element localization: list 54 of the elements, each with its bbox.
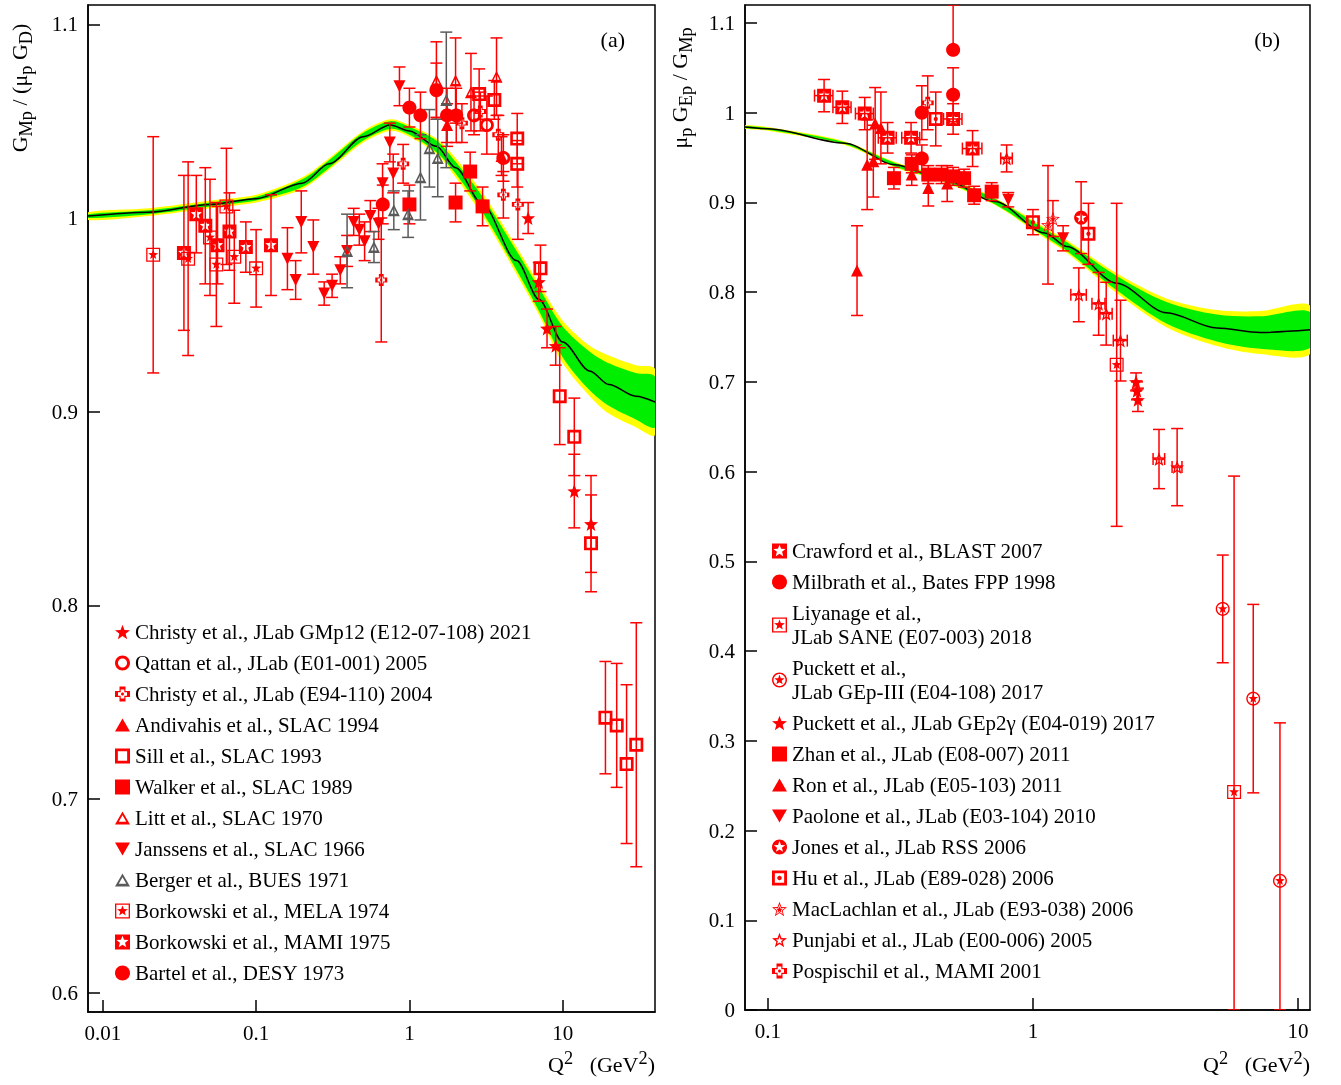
x-tick-label: 0.1 (243, 1020, 270, 1045)
y-tick-label: 1 (724, 100, 735, 125)
y-tick-label: 0.5 (708, 549, 735, 574)
y-tick-label: 0.2 (708, 818, 735, 843)
legend-label: Litt et al., SLAC 1970 (135, 806, 323, 830)
y-tick-label: 0.8 (708, 280, 735, 305)
legend-label: Sill et al., SLAC 1993 (135, 744, 322, 768)
legend-label: Janssens et al., SLAC 1966 (135, 837, 365, 861)
legend-label: Paolone et al., JLab (E03-104) 2010 (792, 804, 1096, 828)
legend-label: Christy et al., JLab (E94-110) 2004 (135, 682, 433, 706)
x-tick-label: 10 (1287, 1018, 1309, 1043)
x-tick-label: 1 (404, 1020, 415, 1045)
legend-label: Ron et al., JLab (E05-103) 2011 (792, 773, 1063, 797)
x-tick-label: 0.01 (84, 1020, 122, 1045)
y-tick-label: 0.6 (708, 459, 735, 484)
y-tick-label: 0.6 (51, 980, 78, 1005)
legend-label: Pospischil et al., MAMI 2001 (792, 959, 1042, 983)
legend-label: Jones et al., JLab RSS 2006 (792, 835, 1026, 859)
legend-label: Walker et al., SLAC 1989 (135, 775, 353, 799)
y-tick-label: 0.4 (708, 639, 736, 664)
y-tick-label: 0.9 (708, 190, 735, 215)
legend-label: Zhan et al., JLab (E08-007) 2011 (792, 742, 1071, 766)
y-tick-label: 0.7 (708, 369, 735, 394)
x-tick-label: 1 (1027, 1018, 1039, 1043)
annotation: (b) (1254, 26, 1280, 52)
y-tick-label: 1.1 (51, 12, 78, 37)
legend-label: Puckett et al., JLab GEp2γ (E04-019) 2017 (792, 711, 1155, 735)
x-axis-title: Q$^{2}$ (GeV$^{2}$) (1203, 1048, 1310, 1079)
legend-label: Crawford et al., BLAST 2007 (792, 539, 1043, 563)
x-axis-title: Q$^{2}$ (GeV$^{2}$) (548, 1048, 655, 1079)
x-tick-label: 0.1 (754, 1018, 781, 1043)
annotation: (a) (600, 26, 625, 52)
legend-label: Borkowski et al., MAMI 1975 (135, 930, 391, 954)
y-tick-label: 0 (724, 998, 735, 1022)
legend-label: Berger et al., BUES 1971 (135, 868, 350, 892)
legend-label: Bartel et al., DESY 1973 (135, 961, 345, 985)
y-tick-label: 0.9 (51, 399, 78, 424)
y-tick-label: 0.7 (51, 786, 78, 811)
legend-label: Hu et al., JLab (E89-028) 2006 (792, 866, 1054, 890)
y-tick-label: 0.8 (51, 593, 78, 618)
legend-label: Milbrath et al., Bates FPP 1998 (792, 570, 1056, 594)
x-tick-label: 10 (552, 1020, 574, 1045)
legend-label: Christy et al., JLab GMp12 (E12-07-108) 2021 (135, 620, 532, 644)
legend-label: Puckett et al., JLab GEp-III (E04-108) 2017 (792, 656, 1044, 704)
y-tick-label: 0.1 (708, 908, 735, 933)
legend-label: Liyanage et al., JLab SANE (E07-003) 2018 (792, 601, 1032, 649)
y-tick-label: 0.3 (708, 728, 735, 753)
legend-label: Andivahis et al., SLAC 1994 (135, 713, 380, 737)
legend-label: Borkowski et al., MELA 1974 (135, 899, 390, 923)
y-tick-label: 1.1 (708, 10, 735, 35)
legend-label: Punjabi et al., JLab (E00-006) 2005 (792, 928, 1093, 952)
y-tick-label: 1 (67, 206, 78, 231)
legend-label: MacLachlan et al., JLab (E93-038) 2006 (792, 897, 1134, 921)
legend-label: Qattan et al., JLab (E01-001) 2005 (135, 651, 428, 675)
